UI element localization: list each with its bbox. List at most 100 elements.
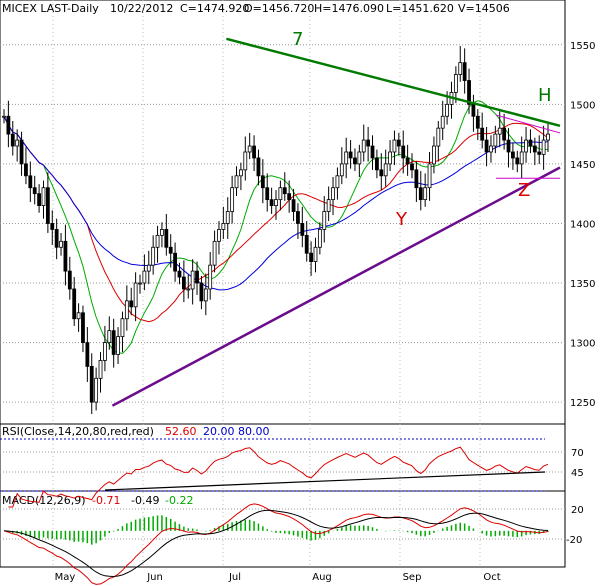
candle-body [98, 360, 103, 379]
candle-body [511, 151, 515, 159]
candle-body [173, 252, 177, 272]
annotation-seven: 7 [292, 29, 303, 50]
candle-body [37, 193, 41, 206]
candle-body [72, 288, 77, 320]
candle-body [502, 127, 507, 141]
candle-body [410, 163, 414, 171]
candle-body [379, 169, 384, 177]
candle-body [217, 229, 221, 242]
candle-body [458, 62, 463, 75]
candle-body [256, 157, 261, 177]
candle-body [309, 252, 313, 262]
candle-body [475, 115, 480, 129]
candle-body [59, 240, 63, 248]
candle-body [528, 139, 533, 147]
candle-body [107, 330, 112, 343]
candle-body [467, 80, 471, 105]
price-tick-label: 1500 [570, 100, 595, 111]
candle-body [190, 270, 195, 290]
candle-body [2, 115, 6, 118]
rsi-tick-45: 45 [571, 468, 584, 479]
candle-body [366, 139, 371, 147]
candle-body [129, 300, 134, 308]
candle-body [203, 288, 208, 302]
chart-title-close: C=1474.920 [180, 2, 249, 15]
candle-body [515, 157, 520, 165]
macd-tick-neg20: -20 [566, 535, 582, 546]
candle-body [519, 151, 524, 165]
candle-body [260, 175, 265, 189]
candle-body [111, 330, 116, 355]
candle-body [317, 229, 322, 248]
candle-body [45, 187, 50, 224]
candle-body [326, 199, 331, 212]
candle-body [471, 103, 476, 117]
month-label: Aug [312, 572, 332, 583]
candle-body [243, 151, 248, 171]
candle-body [440, 115, 445, 129]
price-tick-label: 1400 [570, 219, 595, 230]
candle-body [76, 312, 81, 320]
candle-body [427, 163, 432, 189]
candle-body [94, 377, 99, 403]
candle-body [541, 139, 546, 155]
macd-line [3, 503, 549, 585]
annotation-z: Z [518, 180, 530, 201]
price-tick-label: 1300 [570, 339, 595, 350]
candle-body [89, 365, 94, 403]
price-candles [2, 45, 550, 415]
candle-body [177, 270, 182, 278]
candle-body [331, 187, 335, 201]
candle-body [357, 151, 362, 165]
candle-body [453, 74, 458, 93]
chart-title-open: O=1456.720 [244, 2, 314, 15]
candle-body [361, 139, 366, 153]
macd-signal: -0.49 [131, 494, 159, 507]
month-label: Sep [403, 572, 422, 583]
rsi-tick-70: 70 [571, 448, 584, 459]
candle-body [506, 139, 511, 153]
candle-body [353, 157, 357, 165]
candle-body [67, 270, 72, 290]
chart-title-date: 10/22/2012 [110, 2, 173, 15]
rsi-value: 52.60 [165, 425, 197, 438]
candle-body [151, 246, 156, 266]
candle-body [278, 187, 283, 201]
candle-body [32, 187, 37, 195]
candle-body [252, 145, 256, 159]
candle-body [265, 187, 270, 201]
rsi-lower: 20.00 [203, 425, 235, 438]
candle-body [304, 234, 309, 254]
candle-body [63, 240, 68, 272]
candle-body [497, 127, 502, 135]
candle-body [155, 234, 160, 248]
price-panel [0, 0, 566, 425]
trendline [226, 37, 561, 127]
candle-body [537, 151, 542, 155]
candle-body [274, 199, 278, 206]
candle-body [6, 115, 11, 135]
macd-value: -0.71 [92, 494, 120, 507]
candle-body [239, 169, 243, 177]
candle-body [388, 151, 392, 165]
chart-title-symbol: MICEX LAST-Daily [2, 2, 99, 15]
candle-body [146, 264, 151, 272]
month-label: Oct [483, 572, 500, 583]
price-tick-label: 1450 [570, 160, 595, 171]
macd-panel [0, 490, 566, 568]
candle-body [186, 288, 191, 291]
candle-body [344, 151, 349, 165]
candle-body [28, 175, 33, 189]
candle-body [418, 187, 423, 201]
time-x-axis: May Jun Jul Aug Sep Oct [55, 572, 501, 583]
chart-title-volume: V=14506 [458, 2, 510, 15]
chart-title-high: H=1476.090 [314, 2, 384, 15]
candle-body [195, 270, 199, 284]
candle-body [41, 187, 46, 206]
rsi-trendline [104, 471, 546, 491]
macd-hist: -0.22 [165, 494, 193, 507]
candle-body [199, 282, 204, 302]
candle-body [493, 133, 498, 147]
price-tick-label: 1550 [570, 41, 595, 52]
